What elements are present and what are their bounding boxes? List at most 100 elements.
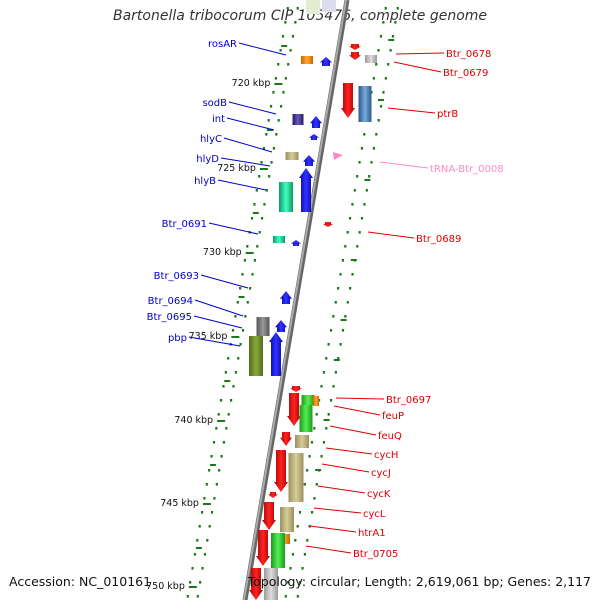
- reverse-gene-arrow: [349, 52, 361, 60]
- inner-ring-dot: [379, 35, 383, 38]
- inner-ring-dot: [372, 147, 376, 150]
- leader-line: [208, 222, 259, 235]
- inner-ring-dot: [337, 357, 340, 360]
- inner-ring-dot: [344, 245, 347, 248]
- outer-ring-dot: [224, 371, 227, 374]
- inner-ring-dot: [375, 63, 378, 66]
- gene-label-left: int: [212, 114, 225, 125]
- gene-category-bar: [292, 114, 304, 125]
- gene-category-bar: [295, 435, 309, 448]
- gene-label-right: cycH: [374, 450, 398, 461]
- outer-ring-dot: [284, 21, 287, 24]
- leader-line: [226, 117, 275, 131]
- gene-label-right: htrA1: [358, 528, 386, 539]
- inner-ring-dot: [351, 273, 354, 276]
- inner-ring-dot: [384, 7, 387, 10]
- inner-ring-dot: [327, 343, 330, 346]
- inner-ring-dot: [387, 63, 390, 66]
- outer-ring-dot: [255, 189, 258, 192]
- leader-line: [200, 274, 249, 289]
- inner-ring-dot: [375, 133, 378, 136]
- inner-ring-dot: [377, 49, 380, 52]
- ruler-dot: [275, 133, 278, 136]
- ruler-dot: [241, 329, 245, 332]
- outer-ring-dot: [191, 567, 194, 570]
- inner-ring-dot: [368, 175, 371, 178]
- outer-ring-dot: [227, 357, 230, 360]
- outer-ring-dot: [265, 133, 268, 136]
- leader-line: [194, 299, 244, 317]
- leader-line: [325, 447, 373, 455]
- inner-ring-dot: [320, 455, 323, 458]
- outer-ring-dot: [277, 63, 280, 66]
- ruler-dot: [251, 273, 254, 276]
- inner-ring-dot: [382, 91, 385, 94]
- forward-gene-arrow: [299, 168, 313, 212]
- ruler-dot: [289, 49, 292, 52]
- inner-ring-dot: [344, 315, 347, 318]
- inner-ring-dot: [306, 539, 309, 542]
- inner-ring-dot: [346, 301, 349, 304]
- ruler-dot: [213, 497, 216, 500]
- reverse-gene-arrow: [323, 222, 333, 227]
- inner-ring-dot: [377, 119, 380, 122]
- forward-gene-arrow: [309, 134, 319, 140]
- gene-label-left: Btr_0695: [147, 312, 192, 323]
- outer-ring-dot: [200, 511, 204, 514]
- inner-ring-dot: [310, 511, 314, 514]
- gene-label-right: ptrB: [437, 109, 458, 120]
- leader-line: [305, 545, 352, 554]
- inner-ring-dot: [372, 77, 375, 80]
- ruler-dot: [201, 567, 204, 570]
- scale-label: 750 kbp: [146, 581, 185, 592]
- gene-label-right: Btr_0697: [386, 395, 431, 406]
- gene-label-left: Btr_0694: [148, 296, 193, 307]
- leader-line: [335, 397, 385, 400]
- forward-gene-arrow: [291, 240, 301, 246]
- outer-ring-dot: [269, 105, 273, 108]
- gene-category-bar: [365, 55, 377, 63]
- outer-ring-dot: [243, 259, 246, 262]
- inner-ring-dot: [327, 413, 330, 416]
- inner-ring-dot: [334, 371, 337, 374]
- scale-label: 725 kbp: [217, 163, 256, 174]
- gene-label-right: Btr_0689: [416, 234, 461, 245]
- inner-ring-dot: [384, 77, 387, 80]
- genome-backbone-highlight: [243, 0, 347, 600]
- inner-ring-dot: [351, 203, 354, 206]
- inner-ring-dot: [313, 427, 316, 430]
- inner-ring-dot: [339, 273, 342, 276]
- outer-ring-dot: [239, 287, 242, 290]
- reverse-gene-arrow: [280, 432, 292, 446]
- gene-category-bar: [288, 453, 304, 502]
- inner-ring-dot: [356, 175, 359, 178]
- leader-line: [228, 101, 277, 115]
- gene-label-right: Btr_0678: [446, 49, 491, 60]
- inner-ring-dot: [287, 581, 290, 584]
- map-title: Bartonella tribocorum CIP 105476, comple…: [112, 8, 488, 24]
- inner-ring-dot: [358, 161, 361, 164]
- inner-ring-dot: [334, 301, 337, 304]
- forward-gene-arrow: [269, 332, 283, 376]
- inner-ring-dot: [284, 595, 287, 598]
- gene-label-left: hlyD: [196, 154, 219, 165]
- ruler-dot: [279, 105, 283, 108]
- gene-category-bar: [301, 56, 313, 64]
- gene-category-bar: [273, 236, 285, 243]
- leader-line: [379, 161, 429, 169]
- ruler-dot: [244, 315, 247, 318]
- inner-ring-dot: [325, 357, 328, 360]
- outer-ring-dot: [246, 245, 249, 248]
- ruler-dot: [218, 469, 221, 472]
- scale-label: 740 kbp: [174, 415, 213, 426]
- reverse-gene-arrow: [341, 83, 355, 118]
- ruler-dot: [222, 441, 226, 444]
- gene-label-left: Btr_0693: [154, 271, 199, 282]
- leader-line: [393, 61, 442, 73]
- outer-ring-dot: [196, 539, 199, 542]
- gene-label-left: Btr_0691: [162, 219, 207, 230]
- outer-ring-dot: [193, 553, 197, 556]
- ruler-dot: [196, 595, 199, 598]
